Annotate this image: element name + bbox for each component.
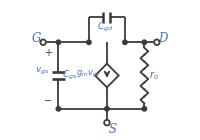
Circle shape xyxy=(105,107,109,111)
Text: S: S xyxy=(108,123,116,136)
Text: $r_o$: $r_o$ xyxy=(149,69,159,82)
Circle shape xyxy=(123,40,127,45)
Text: +: + xyxy=(44,48,52,58)
Text: $-$: $-$ xyxy=(43,94,53,104)
Circle shape xyxy=(87,40,91,45)
Text: $v_{gs}$: $v_{gs}$ xyxy=(35,66,50,77)
Circle shape xyxy=(56,107,61,111)
Circle shape xyxy=(40,39,46,45)
Text: $C_{gs}$: $C_{gs}$ xyxy=(62,69,78,82)
Text: G: G xyxy=(32,32,41,45)
Text: $g_m v_{gs}$: $g_m v_{gs}$ xyxy=(76,69,101,80)
Text: D: D xyxy=(158,32,167,45)
Circle shape xyxy=(154,39,160,45)
Circle shape xyxy=(142,40,147,45)
Text: $C_{gd}$: $C_{gd}$ xyxy=(97,20,114,34)
Circle shape xyxy=(56,40,61,45)
Circle shape xyxy=(104,120,110,125)
Circle shape xyxy=(142,107,147,111)
